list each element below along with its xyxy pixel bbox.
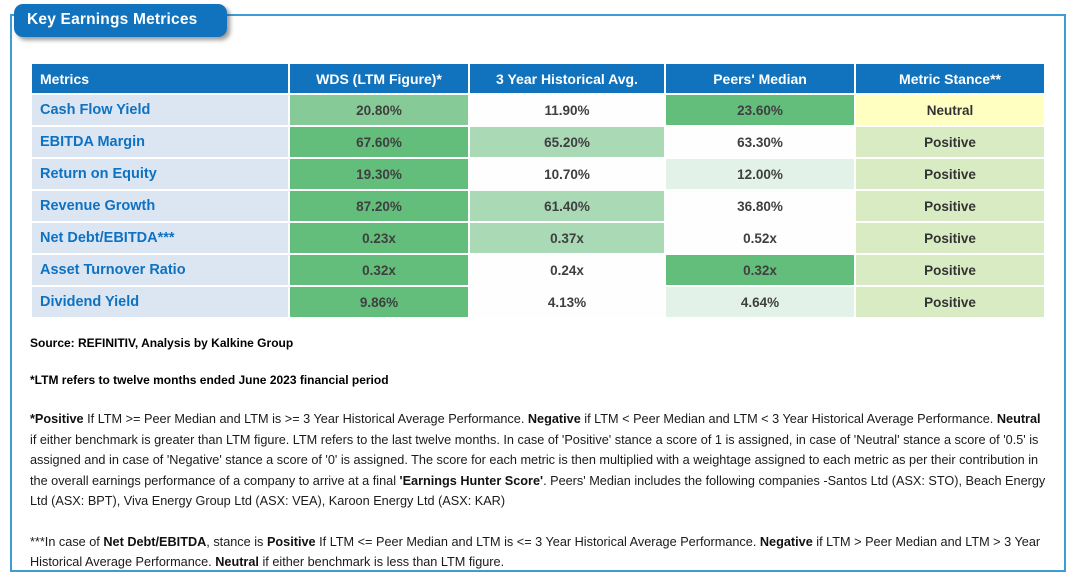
- table-row: Net Debt/EBITDA*** 0.23x 0.37x 0.52x Positiv…: [32, 223, 1044, 253]
- stance-cell: Positive: [856, 127, 1044, 157]
- metric-name-cell: Return on Equity: [32, 159, 288, 189]
- value-cell: 19.30%: [290, 159, 468, 189]
- netdebt-methodology-note: ***In case of Net Debt/EBITDA, stance is…: [30, 534, 1041, 570]
- table-row: Return on Equity 19.30% 10.70% 12.00% Positi…: [32, 159, 1044, 189]
- value-cell: 0.32x: [666, 255, 854, 285]
- metric-name-cell: Net Debt/EBITDA***: [32, 223, 288, 253]
- metrics-table: Metrics WDS (LTM Figure)* 3 Year Historica…: [30, 62, 1046, 319]
- stance-cell: Positive: [856, 223, 1044, 253]
- value-cell: 12.00%: [666, 159, 854, 189]
- stance-cell: Neutral: [856, 95, 1044, 125]
- column-header: 3 Year Historical Avg.: [470, 64, 664, 93]
- stance-cell: Positive: [856, 255, 1044, 285]
- column-header: Peers' Median: [666, 64, 854, 93]
- metric-name-cell: EBITDA Margin: [32, 127, 288, 157]
- metric-name-cell: Revenue Growth: [32, 191, 288, 221]
- source-note: Source: REFINITIV, Analysis by Kalkine G…: [30, 336, 294, 350]
- stance-cell: Positive: [856, 287, 1044, 317]
- stance-cell: Positive: [856, 191, 1044, 221]
- metric-name-cell: Dividend Yield: [32, 287, 288, 317]
- value-cell: 0.37x: [470, 223, 664, 253]
- table-row: Cash Flow Yield 20.80% 11.90% 23.60% Neutral: [32, 95, 1044, 125]
- value-cell: 9.86%: [290, 287, 468, 317]
- value-cell: 0.24x: [470, 255, 664, 285]
- column-header: Metric Stance**: [856, 64, 1044, 93]
- page-title: Key Earnings Metrices: [14, 4, 228, 37]
- stance-cell: Positive: [856, 159, 1044, 189]
- value-cell: 0.52x: [666, 223, 854, 253]
- value-cell: 20.80%: [290, 95, 468, 125]
- table-row: EBITDA Margin 67.60% 65.20% 63.30% Positive: [32, 127, 1044, 157]
- value-cell: 65.20%: [470, 127, 664, 157]
- value-cell: 63.30%: [666, 127, 854, 157]
- value-cell: 4.13%: [470, 287, 664, 317]
- table-row: Dividend Yield 9.86% 4.13% 4.64% Positive: [32, 287, 1044, 317]
- column-header: WDS (LTM Figure)*: [290, 64, 468, 93]
- value-cell: 4.64%: [666, 287, 854, 317]
- value-cell: 61.40%: [470, 191, 664, 221]
- column-header: Metrics: [32, 64, 288, 93]
- value-cell: 0.23x: [290, 223, 468, 253]
- value-cell: 0.32x: [290, 255, 468, 285]
- metric-name-cell: Asset Turnover Ratio: [32, 255, 288, 285]
- page-title-label: Key Earnings Metrices: [27, 11, 198, 28]
- ltm-note: *LTM refers to twelve months ended June …: [30, 373, 389, 387]
- value-cell: 10.70%: [470, 159, 664, 189]
- stance-methodology-note: *Positive If LTM >= Peer Median and LTM …: [30, 412, 1046, 508]
- table-row: Revenue Growth 87.20% 61.40% 36.80% Positive: [32, 191, 1044, 221]
- panel-content: Metrics WDS (LTM Figure)* 3 Year Historica…: [30, 62, 1048, 573]
- value-cell: 87.20%: [290, 191, 468, 221]
- table-body: Cash Flow Yield 20.80% 11.90% 23.60% Neutral…: [32, 95, 1044, 317]
- value-cell: 67.60%: [290, 127, 468, 157]
- value-cell: 36.80%: [666, 191, 854, 221]
- value-cell: 11.90%: [470, 95, 664, 125]
- value-cell: 23.60%: [666, 95, 854, 125]
- table-row: Asset Turnover Ratio 0.32x 0.24x 0.32x Posit…: [32, 255, 1044, 285]
- table-header-row: Metrics WDS (LTM Figure)* 3 Year Historica…: [32, 64, 1044, 93]
- metric-name-cell: Cash Flow Yield: [32, 95, 288, 125]
